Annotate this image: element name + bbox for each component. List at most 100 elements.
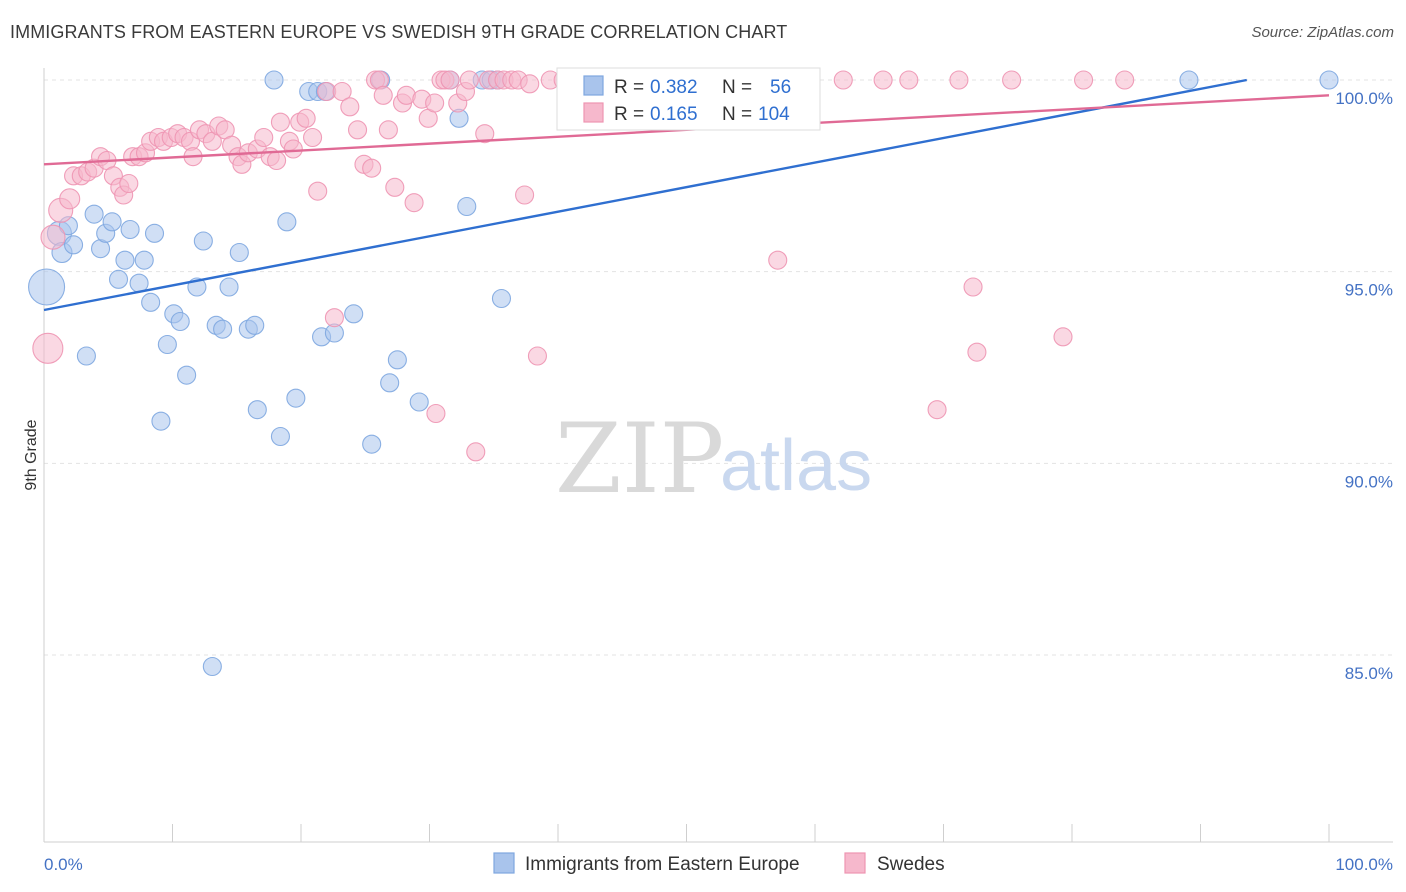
blue-point-33 — [270, 426, 290, 447]
pink-point-37 — [267, 150, 287, 171]
pink-point-49 — [347, 120, 368, 140]
blue-point-27 — [219, 277, 239, 297]
blue-point-49 — [457, 196, 477, 217]
series-blue-points — [28, 70, 1339, 677]
pink-point-62 — [425, 93, 445, 113]
y-tick-label-100: 100.0% — [1335, 89, 1393, 108]
blue-point-12 — [120, 219, 140, 240]
watermark-atlas: atlas — [720, 426, 872, 506]
blue-point-26 — [213, 319, 233, 339]
y-tick-label-95: 95.0% — [1345, 281, 1393, 300]
legend-n-value-blue: 56 — [770, 77, 791, 98]
pink-point-107 — [1115, 70, 1135, 90]
legend-r-label-pink: R = — [614, 104, 644, 125]
blue-point-21 — [177, 365, 197, 385]
pink-point-35 — [254, 127, 274, 148]
pink-point-59 — [404, 193, 424, 213]
blue-point-54 — [1179, 70, 1199, 90]
pink-point-100 — [927, 400, 947, 420]
blue-point-24 — [202, 656, 222, 677]
source-label: Source: ZipAtlas.com — [1251, 24, 1394, 41]
blue-point-53 — [491, 288, 512, 309]
y-tick-label-85: 85.0% — [1345, 664, 1393, 683]
blue-point-10 — [108, 269, 129, 289]
blue-point-46 — [409, 392, 429, 412]
series-legend: Immigrants from Eastern Europe Swedes — [493, 852, 945, 875]
pink-point-106 — [1074, 70, 1094, 90]
series-legend-label-pink: Swedes — [877, 854, 945, 875]
pink-point-94 — [768, 250, 788, 270]
blue-point-9 — [102, 212, 122, 232]
y-tick-labels: 85.0% 90.0% 95.0% 100.0% — [1335, 89, 1393, 683]
pink-point-48 — [340, 97, 360, 117]
legend-r-label-blue: R = — [614, 77, 644, 98]
x-tick-label-right: 100.0% — [1335, 855, 1393, 874]
blue-point-20 — [170, 311, 190, 332]
pink-point-42 — [296, 108, 316, 128]
blue-point-55 — [1319, 70, 1339, 90]
legend-n-label-pink: N = — [722, 104, 752, 125]
pink-point-105 — [1053, 327, 1073, 347]
blue-point-5 — [76, 346, 96, 366]
legend-swatch-blue — [583, 75, 604, 96]
pink-point-77 — [515, 185, 535, 205]
watermark-zip: ZIP — [555, 403, 724, 515]
pink-point-78 — [520, 74, 540, 94]
pink-point-104 — [1002, 70, 1022, 90]
blue-point-41 — [344, 304, 364, 324]
pink-point-43 — [303, 127, 323, 148]
blue-point-15 — [141, 292, 161, 312]
series-legend-label-blue: Immigrants from Eastern Europe — [525, 854, 800, 875]
blue-point-31 — [247, 400, 267, 420]
stats-legend: R = 0.382 N = 56 R = 0.165 N = 104 — [556, 67, 821, 131]
blue-point-30 — [245, 315, 265, 335]
blue-point-16 — [144, 223, 165, 243]
y-tick-label-90: 90.0% — [1345, 472, 1393, 491]
blue-point-4 — [64, 235, 84, 255]
pink-point-99 — [899, 70, 919, 90]
pink-point-38 — [270, 112, 290, 132]
blue-trend-line — [43, 78, 1247, 312]
legend-r-value-blue: 0.382 — [650, 77, 698, 98]
pink-point-3 — [59, 188, 81, 210]
x-tick-label-left: 0.0% — [44, 855, 83, 874]
pink-point-1 — [40, 224, 66, 250]
blue-point-6 — [84, 204, 104, 224]
pink-point-56 — [385, 177, 405, 197]
pink-point-70 — [466, 442, 486, 462]
blue-point-28 — [229, 242, 249, 263]
pink-point-66 — [440, 70, 460, 90]
legend-r-value-pink: 0.165 — [650, 104, 698, 125]
blue-point-34 — [277, 212, 297, 232]
blue-point-17 — [151, 411, 171, 431]
pink-point-40 — [283, 139, 303, 159]
pink-point-47 — [332, 81, 352, 102]
series-legend-swatch-pink — [844, 852, 866, 874]
pink-point-0 — [32, 332, 64, 364]
pink-point-51 — [362, 158, 382, 178]
blue-point-23 — [193, 231, 213, 251]
blue-point-0 — [28, 268, 66, 306]
pink-point-54 — [373, 85, 393, 105]
pink-point-101 — [949, 70, 969, 90]
blue-point-44 — [380, 373, 400, 393]
x-ticks — [43, 824, 1330, 842]
pink-point-13 — [119, 173, 139, 194]
pink-point-102 — [963, 277, 983, 297]
watermark: ZIP atlas — [555, 403, 872, 515]
blue-point-45 — [387, 350, 407, 370]
chart-title: IMMIGRANTS FROM EASTERN EUROPE VS SWEDIS… — [10, 22, 788, 42]
pink-point-63 — [426, 403, 446, 424]
pink-point-97 — [833, 70, 853, 90]
blue-point-11 — [115, 250, 135, 270]
blue-point-42 — [362, 434, 382, 454]
pink-point-79 — [527, 346, 547, 366]
blue-point-32 — [264, 70, 284, 90]
legend-n-value-pink: 104 — [758, 104, 790, 125]
blue-point-18 — [157, 334, 177, 355]
pink-point-98 — [873, 70, 893, 90]
series-legend-swatch-blue — [493, 852, 515, 874]
pink-point-69 — [459, 70, 479, 90]
series-pink-points — [32, 70, 1135, 462]
pink-point-46 — [324, 308, 344, 328]
